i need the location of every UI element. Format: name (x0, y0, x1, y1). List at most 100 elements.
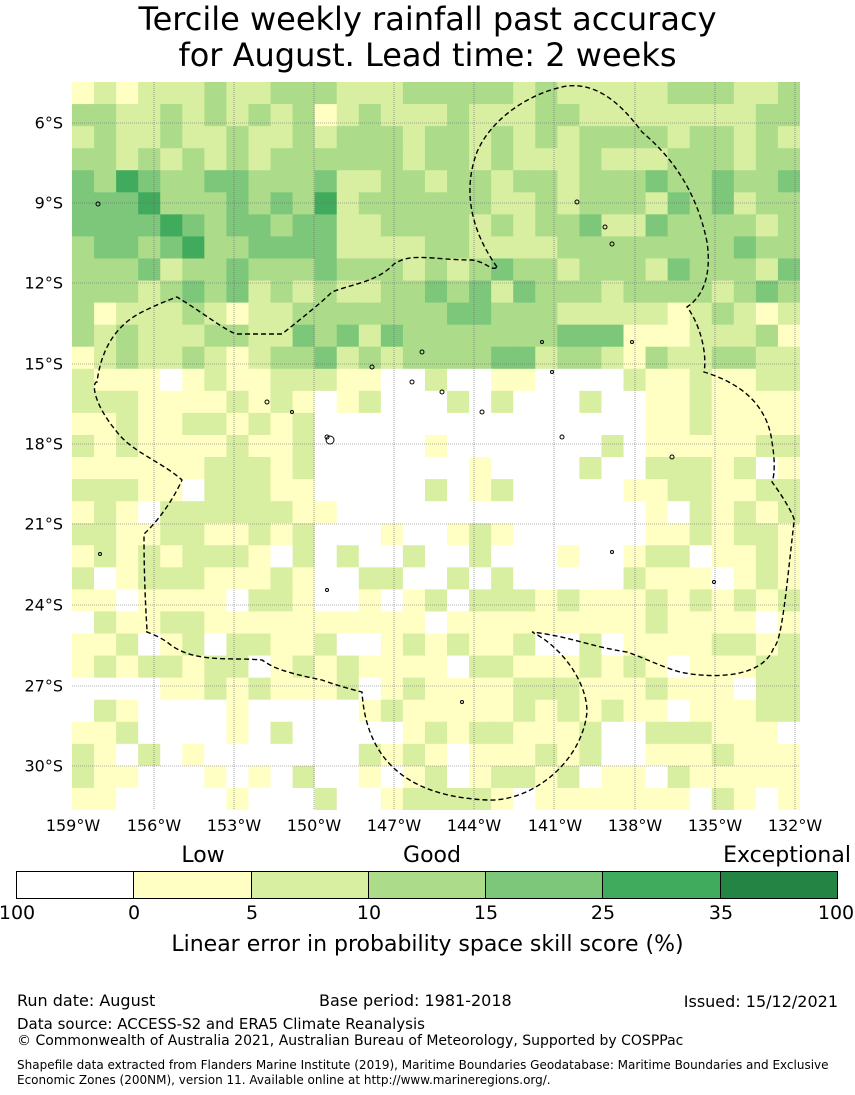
grid-cell (292, 390, 316, 414)
grid-cell (336, 346, 360, 370)
grid-cell (72, 545, 95, 568)
grid-cell (579, 280, 602, 304)
grid-cell (248, 699, 272, 723)
grid-cell (645, 126, 669, 149)
grid-cell (645, 104, 669, 127)
grid-cell (94, 236, 117, 259)
grid-cell (755, 479, 779, 502)
grid-cell (270, 368, 294, 392)
grid-cell (579, 699, 602, 723)
grid-cell (623, 126, 647, 149)
grid-cell (226, 214, 249, 237)
grid-cell (557, 236, 580, 259)
grid-cell (667, 611, 691, 635)
grid-cell (513, 479, 536, 502)
grid-cell (402, 368, 426, 392)
grid-cell (204, 523, 227, 546)
grid-cell (380, 104, 404, 127)
grid-cell (270, 787, 294, 810)
grid-cell (204, 390, 227, 414)
grid-cell (402, 545, 426, 568)
grid-cell (72, 214, 95, 237)
grid-cell (138, 346, 161, 370)
grid-cell (777, 104, 800, 127)
grid-cell (314, 170, 338, 193)
grid-cell (424, 655, 448, 679)
grid-cell (469, 412, 492, 436)
grid-cell (469, 434, 492, 458)
grid-cell (138, 589, 161, 612)
grid-cell (160, 545, 183, 568)
grid-cell (513, 148, 536, 171)
grid-cell (777, 346, 800, 370)
grid-cell (711, 324, 735, 348)
grid-cell (182, 390, 205, 414)
grid-cell (667, 236, 691, 259)
grid-cell (226, 743, 249, 767)
grid-cell (248, 346, 272, 370)
grid-cell (513, 633, 536, 657)
grid-cell (777, 699, 800, 723)
grid-cell (314, 457, 338, 480)
grid-cell (645, 390, 669, 414)
grid-cell (380, 589, 404, 612)
grid-cell (292, 412, 316, 436)
grid-cell (424, 699, 448, 723)
grid-cell (755, 589, 779, 612)
grid-cell (535, 677, 558, 701)
grid-cell (601, 787, 625, 810)
grid-cell (358, 280, 382, 304)
grid-cell (380, 148, 404, 171)
grid-cell (402, 611, 426, 635)
grid-cell (491, 302, 514, 326)
grid-cell (601, 214, 625, 237)
grid-cell (579, 192, 602, 215)
grid-cell (755, 655, 779, 679)
grid-cell (380, 787, 404, 810)
grid-cell (491, 523, 514, 546)
grid-cell (270, 104, 294, 127)
grid-cell (491, 611, 514, 635)
grid-cell (557, 258, 580, 282)
grid-cell (755, 126, 779, 149)
grid-cell (248, 457, 272, 480)
grid-cell (292, 82, 316, 105)
grid-cell (336, 589, 360, 612)
grid-cell (336, 743, 360, 767)
grid-cell (447, 479, 470, 502)
grid-cell (667, 346, 691, 370)
grid-cell (204, 258, 227, 282)
grid-cell (667, 523, 691, 546)
grid-cell (204, 677, 227, 701)
legend-category-low: Low (181, 843, 225, 868)
grid-cell (336, 721, 360, 745)
grid-cell (733, 611, 757, 635)
grid-cell (94, 434, 117, 458)
grid-cell (447, 214, 470, 237)
lon-label-144w: 144°W (446, 816, 502, 835)
grid-cell (314, 699, 338, 723)
grid-cell (755, 545, 779, 568)
grid-cell (491, 721, 514, 745)
grid-cell (336, 390, 360, 414)
grid-cell (314, 302, 338, 326)
grid-cell (204, 501, 227, 524)
grid-cell (402, 787, 426, 810)
grid-cell (689, 104, 713, 127)
grid-cell (336, 82, 360, 105)
grid-cell (94, 258, 117, 282)
grid-cell (248, 126, 272, 149)
grid-cell (579, 390, 602, 414)
grid-cell (402, 104, 426, 127)
grid-cell (667, 633, 691, 657)
grid-cell (314, 236, 338, 259)
grid-cell (711, 743, 735, 767)
colorbar-segment-4 (486, 872, 604, 898)
grid-cell (424, 302, 448, 326)
grid-cell (777, 457, 800, 480)
grid-cell (116, 501, 139, 524)
grid-cell (601, 170, 625, 193)
grid-cell (314, 677, 338, 701)
grid-cell (579, 368, 602, 392)
grid-cell (689, 148, 713, 171)
